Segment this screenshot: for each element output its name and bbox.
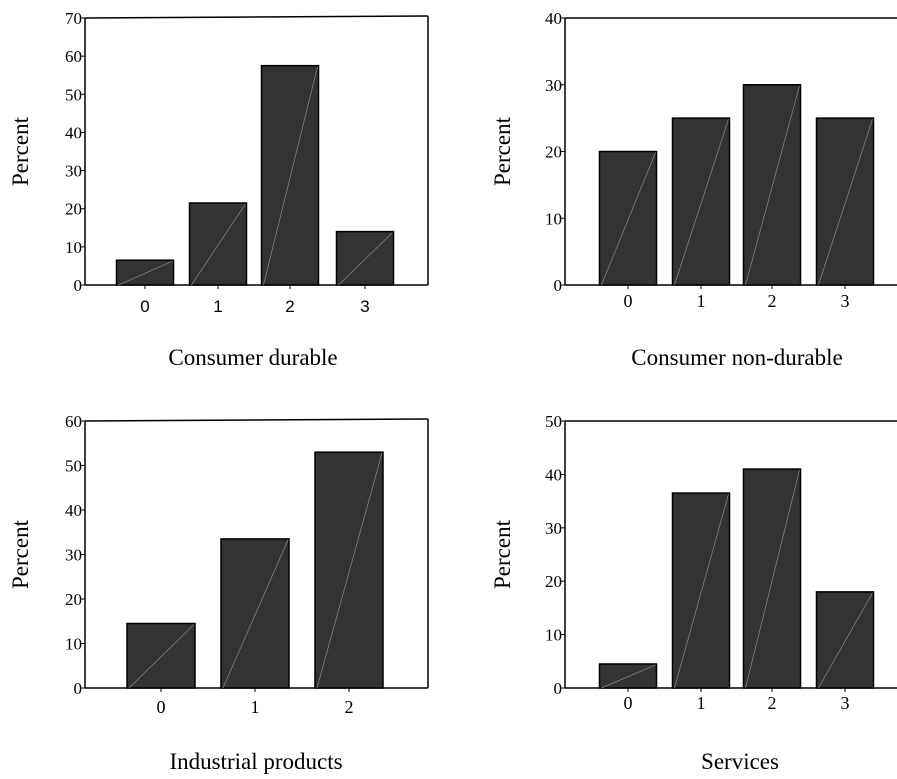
x-tick-label: 1 <box>251 697 260 717</box>
y-tick-label: 30 <box>65 546 82 565</box>
bar-diagonal <box>674 493 729 689</box>
x-tick-label: 3 <box>841 693 850 713</box>
bar-diagonal <box>818 119 873 286</box>
bar-diagonal <box>222 539 289 689</box>
y-tick-label: 50 <box>65 457 82 476</box>
bar <box>335 230 395 286</box>
bar-diagonal <box>128 624 195 689</box>
x-tick-label: 2 <box>768 693 777 713</box>
bar-diagonal <box>191 203 246 286</box>
y-axis-title: Percent <box>8 116 33 186</box>
bar-diagonal <box>263 66 318 286</box>
chart-panel-0: 0 10 20 30 40 50 60 70 0 1 2 3 Percent Consumer durab… <box>8 9 429 370</box>
x-tick-label: 1 <box>697 693 706 713</box>
y-tick-label: 10 <box>545 209 562 228</box>
y-tick-label: 10 <box>65 635 82 654</box>
x-tick-label: 3 <box>841 291 850 311</box>
y-tick-label: 10 <box>545 626 562 645</box>
y-tick-label: 0 <box>74 679 83 698</box>
bar <box>598 663 658 689</box>
y-tick-label: 70 <box>65 9 82 28</box>
x-tick-label: 2 <box>285 297 294 316</box>
y-tick-label: 50 <box>65 85 82 104</box>
bar <box>115 259 175 286</box>
y-tick-label: 60 <box>65 412 82 431</box>
bar-diagonal <box>118 260 173 286</box>
y-tick-label: 40 <box>65 123 82 142</box>
y-tick-label: 20 <box>545 572 562 591</box>
bar-diagonal <box>745 85 800 286</box>
chart-panel-2: 0 10 20 30 40 50 60 0 1 2 Percent Industrial produc… <box>8 412 429 774</box>
bar-diagonal <box>818 592 873 689</box>
y-tick-label: 10 <box>65 238 82 257</box>
x-tick-label: 0 <box>157 697 166 717</box>
x-tick-label: 1 <box>697 291 706 311</box>
bar-diagonal <box>674 119 729 286</box>
y-tick-label: 30 <box>65 162 82 181</box>
y-tick-label: 20 <box>545 143 562 162</box>
y-tick-label: 40 <box>545 465 562 484</box>
frame-top-line <box>84 418 429 422</box>
y-tick-label: 30 <box>545 76 562 95</box>
bar-diagonal <box>316 453 383 689</box>
y-tick-label: 0 <box>74 276 83 295</box>
bar-diagonal <box>338 232 393 286</box>
y-tick-label: 0 <box>554 679 563 698</box>
y-axis-title: Percent <box>490 519 515 589</box>
bar-diagonal <box>745 469 800 689</box>
x-tick-label: 0 <box>624 291 633 311</box>
x-tick-label: 0 <box>624 693 633 713</box>
y-tick-label: 40 <box>545 9 562 28</box>
x-axis-title: Consumer durable <box>168 345 337 370</box>
bar-diagonal <box>601 152 656 286</box>
x-axis-title: Consumer non-durable <box>631 345 842 370</box>
frame-top-line <box>84 15 429 19</box>
y-tick-label: 20 <box>65 200 82 219</box>
x-tick-label: 2 <box>345 697 354 717</box>
y-tick-label: 50 <box>545 412 562 431</box>
x-tick-label: 0 <box>140 297 149 316</box>
x-tick-label: 2 <box>768 291 777 311</box>
x-axis-title: Services <box>701 749 779 774</box>
y-tick-label: 0 <box>554 276 563 295</box>
chart-panel-3: 0 10 20 30 40 50 0 1 2 3 Percent Services <box>490 412 897 774</box>
y-axis-title: Percent <box>8 519 33 589</box>
chart-panel-1: 0 10 20 30 40 0 1 2 3 Percent Consumer non-durable <box>490 9 897 370</box>
y-tick-label: 60 <box>65 47 82 66</box>
y-axis-title: Percent <box>490 116 515 186</box>
y-tick-label: 30 <box>545 519 562 538</box>
x-axis-title: Industrial products <box>169 749 342 774</box>
y-tick-label: 20 <box>65 590 82 609</box>
bar-diagonal <box>601 664 656 689</box>
y-tick-label: 40 <box>65 501 82 520</box>
x-tick-label: 3 <box>360 297 369 316</box>
x-tick-label: 1 <box>213 297 222 316</box>
